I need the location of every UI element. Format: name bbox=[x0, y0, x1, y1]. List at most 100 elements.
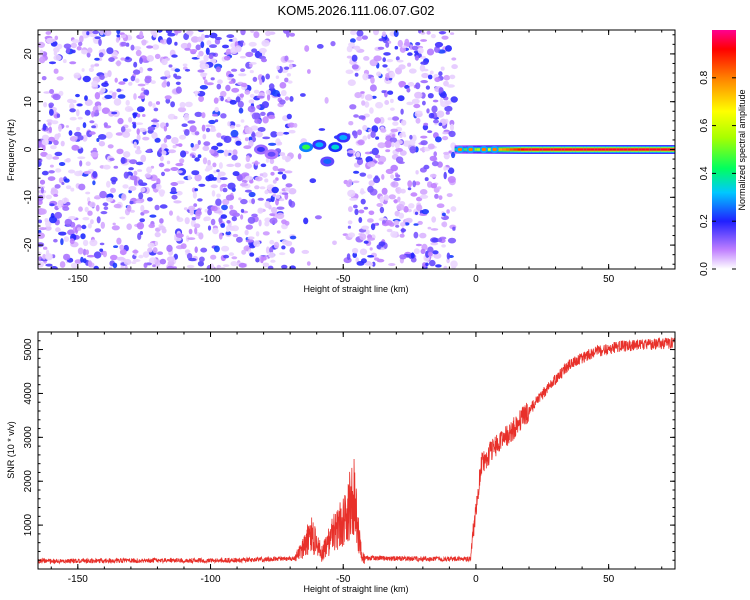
noise-cell-0 bbox=[81, 68, 85, 72]
noise-cell-0 bbox=[180, 243, 187, 250]
noise-cell-2 bbox=[452, 226, 456, 231]
noise-cell-0 bbox=[54, 133, 60, 141]
noise-cell-0 bbox=[220, 113, 227, 119]
noise-cell-0 bbox=[116, 60, 121, 67]
noise-cell-0 bbox=[132, 123, 137, 129]
noise-cell-0 bbox=[152, 103, 156, 109]
noise-cell-0 bbox=[281, 264, 288, 269]
x-tick-label: 0 bbox=[473, 274, 479, 285]
noise-cell-0 bbox=[251, 213, 258, 218]
noise-cell-0 bbox=[213, 97, 219, 104]
noise-cell-2 bbox=[382, 64, 388, 68]
noise-cell-0 bbox=[68, 169, 76, 174]
noise-cell-0 bbox=[272, 165, 279, 171]
noise-cell-0 bbox=[249, 179, 254, 184]
noise-cell-0 bbox=[276, 131, 285, 136]
noise-cell-0 bbox=[270, 131, 278, 138]
noise-cell-2 bbox=[415, 42, 421, 46]
noise-cell-2 bbox=[433, 151, 438, 157]
noise-cell-2 bbox=[382, 220, 386, 224]
noise-cell-2 bbox=[361, 35, 368, 40]
y-tick-label: 0 bbox=[23, 146, 34, 152]
noise-cell-0 bbox=[269, 239, 275, 245]
noise-cell-2 bbox=[352, 252, 358, 258]
noise-cell-2 bbox=[374, 117, 381, 124]
noise-cell-0 bbox=[45, 253, 53, 261]
noise-cell-0 bbox=[99, 248, 104, 252]
noise-cell-0 bbox=[70, 42, 77, 49]
noise-cell-0 bbox=[219, 266, 226, 269]
noise-cell-0 bbox=[175, 162, 184, 167]
noise-cell-2 bbox=[376, 203, 384, 207]
noise-cell-2 bbox=[412, 180, 417, 188]
noise-cell-0 bbox=[172, 144, 177, 149]
noise-cell-2 bbox=[350, 38, 356, 43]
noise-cell-0 bbox=[251, 133, 257, 137]
noise-cell-0 bbox=[247, 236, 255, 240]
noise-cell-0 bbox=[198, 95, 205, 102]
noise-cell-2 bbox=[441, 221, 448, 228]
noise-cell-0 bbox=[92, 171, 98, 178]
noise-cell-0 bbox=[155, 259, 162, 266]
noise-cell-2 bbox=[373, 30, 379, 36]
noise-cell-2 bbox=[451, 57, 457, 61]
noise-cell-2 bbox=[368, 180, 375, 187]
noise-cell-2 bbox=[398, 212, 405, 219]
noise-cell-1 bbox=[314, 215, 322, 220]
noise-cell-2 bbox=[435, 264, 442, 268]
noise-cell-2 bbox=[400, 108, 404, 115]
noise-cell-0 bbox=[163, 125, 168, 132]
noise-cell-0 bbox=[80, 233, 86, 240]
tone-segment bbox=[641, 148, 647, 151]
noise-cell-2 bbox=[386, 228, 393, 233]
noise-cell-0 bbox=[210, 205, 218, 212]
noise-cell-2 bbox=[391, 141, 395, 148]
noise-cell-0 bbox=[268, 83, 275, 90]
noise-cell-0 bbox=[107, 144, 114, 149]
noise-cell-2 bbox=[420, 135, 428, 139]
noise-cell-0 bbox=[101, 82, 109, 87]
noise-cell-2 bbox=[367, 185, 374, 193]
noise-cell-0 bbox=[105, 131, 113, 139]
noise-cell-0 bbox=[277, 171, 284, 175]
noise-cell-0 bbox=[289, 265, 296, 269]
noise-cell-0 bbox=[268, 252, 276, 259]
noise-cell-0 bbox=[281, 192, 289, 196]
noise-cell-1 bbox=[297, 153, 302, 160]
noise-cell-0 bbox=[188, 257, 197, 262]
noise-cell-1 bbox=[324, 97, 329, 104]
noise-cell-0 bbox=[270, 171, 275, 176]
noise-cell-0 bbox=[159, 204, 168, 209]
noise-cell-0 bbox=[96, 216, 101, 224]
noise-cell-0 bbox=[125, 56, 130, 60]
noise-cell-0 bbox=[188, 228, 193, 235]
noise-cell-2 bbox=[390, 181, 399, 188]
noise-cell-0 bbox=[251, 112, 259, 120]
noise-cell-2 bbox=[408, 139, 416, 146]
noise-cell-0 bbox=[39, 56, 46, 64]
tone-segment bbox=[539, 148, 544, 151]
noise-cell-2 bbox=[436, 203, 445, 208]
noise-cell-0 bbox=[239, 93, 244, 98]
noise-cell-0 bbox=[93, 196, 101, 200]
noise-cell-0 bbox=[203, 54, 209, 62]
noise-cell-2 bbox=[378, 38, 386, 42]
noise-cell-0 bbox=[49, 203, 55, 207]
noise-cell-0 bbox=[228, 81, 234, 84]
noise-cell-2 bbox=[379, 195, 385, 203]
tone-segment bbox=[656, 148, 661, 151]
noise-cell-0 bbox=[214, 119, 219, 123]
noise-cell-0 bbox=[79, 35, 84, 43]
noise-cell-0 bbox=[108, 266, 113, 269]
noise-cell-2 bbox=[419, 64, 426, 72]
noise-cell-0 bbox=[113, 245, 119, 249]
noise-cell-0 bbox=[55, 168, 62, 173]
noise-cell-0 bbox=[102, 250, 107, 258]
noise-cell-2 bbox=[381, 31, 387, 38]
noise-cell-0 bbox=[71, 49, 76, 54]
noise-cell-2 bbox=[378, 241, 386, 246]
noise-cell-0 bbox=[287, 122, 296, 128]
noise-cell-0 bbox=[222, 264, 230, 267]
noise-cell-0 bbox=[42, 144, 46, 151]
